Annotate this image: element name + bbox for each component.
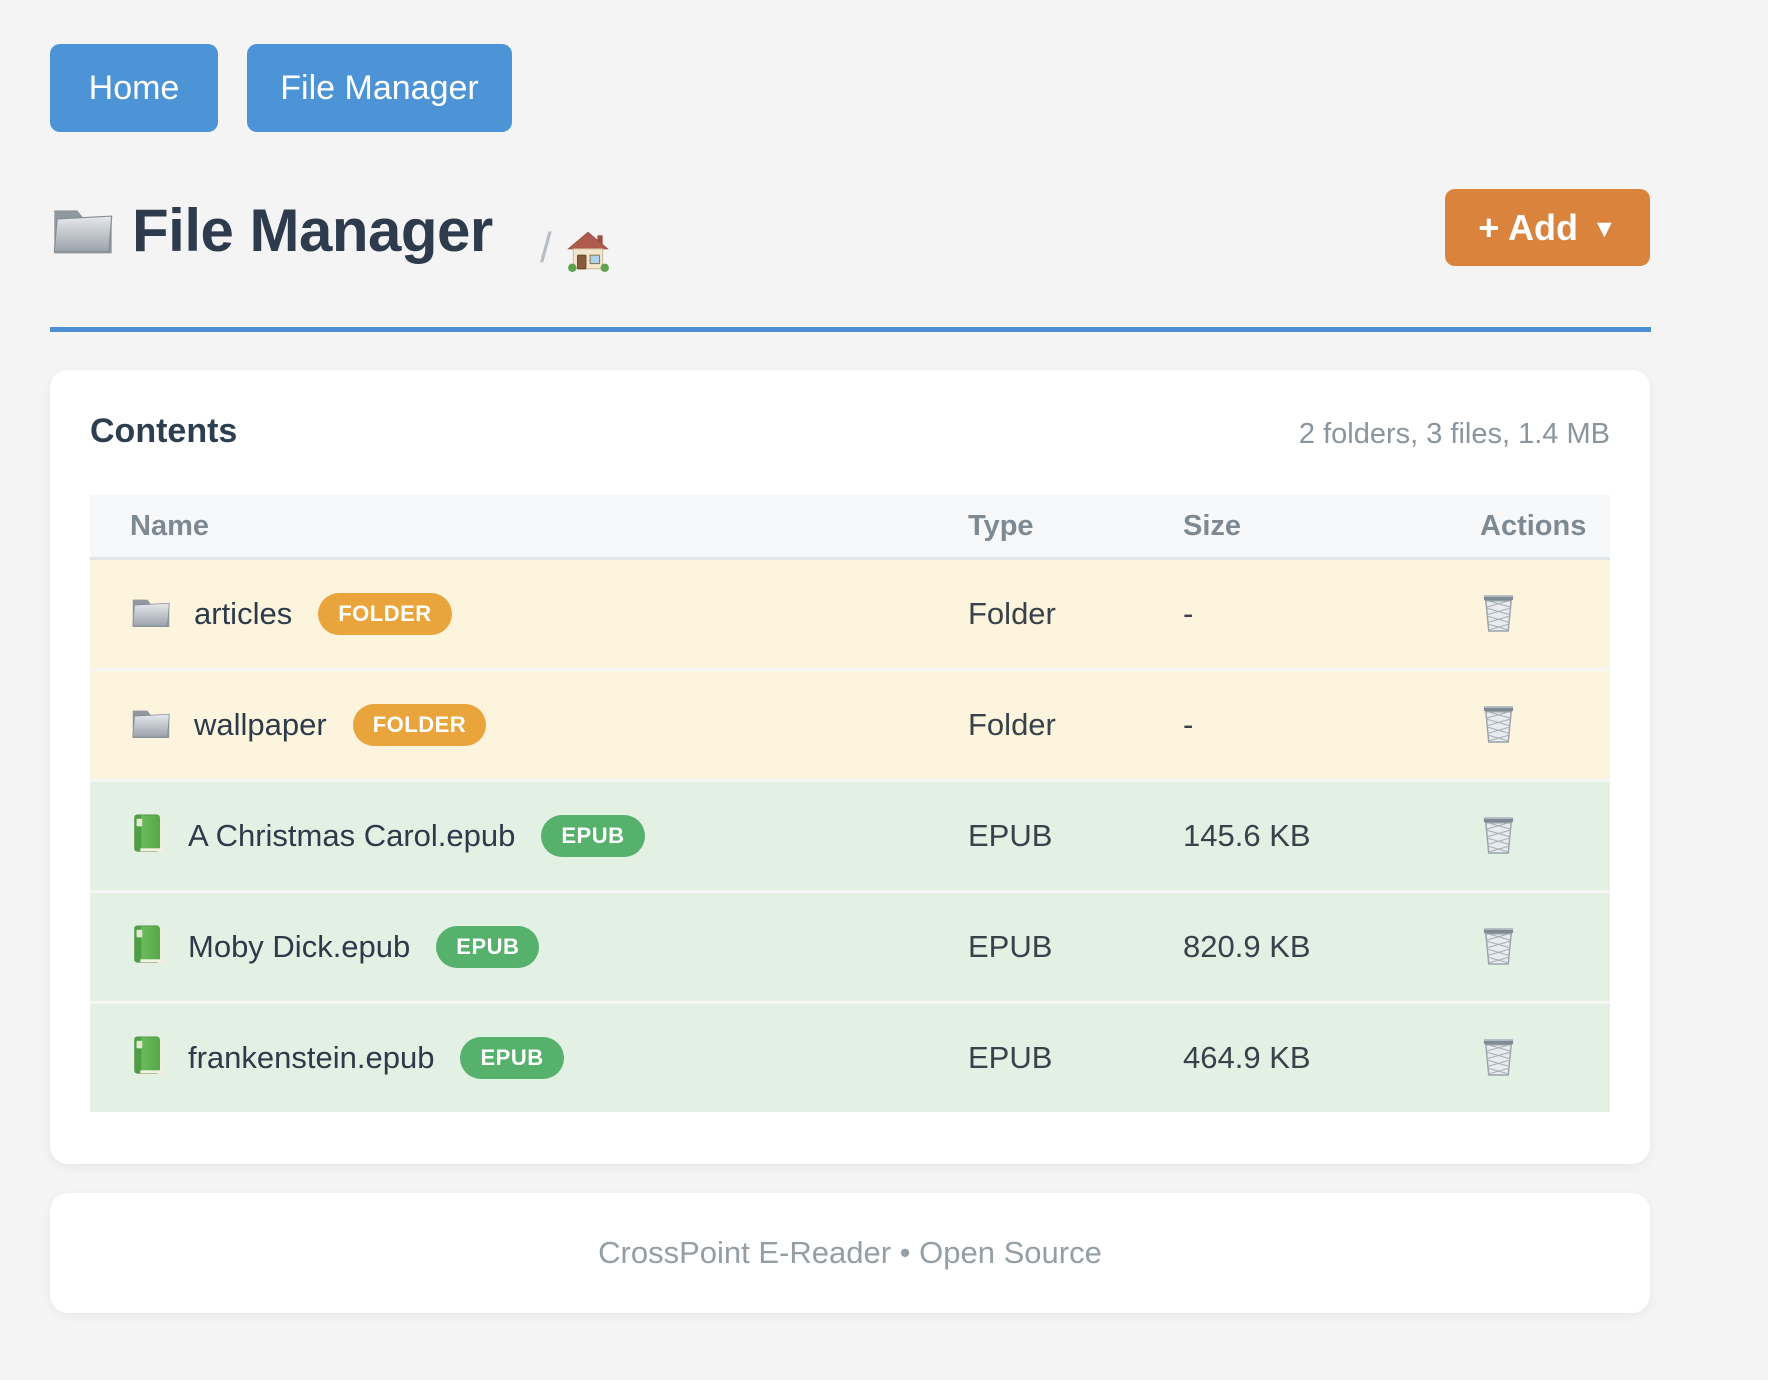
file-name-link[interactable]: frankenstein.epub bbox=[188, 1040, 435, 1075]
trash-icon bbox=[1480, 705, 1517, 747]
size-cell: 464.9 KB bbox=[1183, 1040, 1311, 1075]
size-cell: - bbox=[1183, 596, 1194, 631]
delete-button[interactable] bbox=[1480, 592, 1517, 636]
table-row: A Christmas Carol.epub EPUB EPUB 145.6 K… bbox=[90, 779, 1610, 890]
green-book-icon bbox=[130, 1035, 166, 1082]
table-row: wallpaper FOLDER Folder - bbox=[90, 668, 1610, 779]
type-cell: EPUB bbox=[968, 1040, 1053, 1075]
panel-title: Contents bbox=[90, 412, 238, 450]
size-cell: - bbox=[1183, 707, 1194, 742]
trash-icon bbox=[1480, 927, 1517, 969]
title-underline bbox=[50, 327, 1651, 332]
type-badge: EPUB bbox=[541, 815, 645, 857]
home-icon[interactable] bbox=[566, 230, 610, 275]
column-header-actions: Actions bbox=[1480, 509, 1587, 542]
table-row: frankenstein.epub EPUB EPUB 464.9 KB bbox=[90, 1001, 1610, 1112]
contents-summary: 2 folders, 3 files, 1.4 MB bbox=[1298, 418, 1610, 450]
page-title: File Manager bbox=[132, 197, 493, 264]
type-cell: Folder bbox=[968, 596, 1056, 631]
add-button[interactable]: + Add ▼ bbox=[1445, 189, 1650, 266]
type-badge: EPUB bbox=[460, 1037, 564, 1079]
green-book-icon bbox=[130, 924, 166, 971]
type-badge: FOLDER bbox=[318, 593, 452, 635]
column-header-size: Size bbox=[1183, 509, 1242, 542]
folder-icon bbox=[130, 704, 172, 746]
file-name-link[interactable]: A Christmas Carol.epub bbox=[188, 818, 516, 853]
type-cell: EPUB bbox=[968, 818, 1053, 853]
trash-icon bbox=[1480, 1038, 1517, 1080]
add-button-label: + Add bbox=[1478, 206, 1578, 248]
column-header-type: Type bbox=[968, 509, 1034, 542]
size-cell: 820.9 KB bbox=[1183, 929, 1311, 964]
contents-card: Contents 2 folders, 3 files, 1.4 MB Name… bbox=[50, 370, 1650, 1164]
trash-icon bbox=[1480, 816, 1517, 858]
footer-card: CrossPoint E-Reader • Open Source bbox=[50, 1193, 1650, 1313]
breadcrumb-separator: / bbox=[540, 224, 552, 271]
size-cell: 145.6 KB bbox=[1183, 818, 1311, 853]
folder-icon bbox=[130, 593, 172, 635]
type-cell: EPUB bbox=[968, 929, 1053, 964]
delete-button[interactable] bbox=[1480, 814, 1517, 858]
table-row: articles FOLDER Folder - bbox=[90, 560, 1610, 668]
nav-file-manager-button[interactable]: File Manager bbox=[247, 44, 512, 132]
table-header-row: Name Type Size Actions bbox=[90, 495, 1610, 560]
type-badge: EPUB bbox=[436, 926, 540, 968]
table-row: Moby Dick.epub EPUB EPUB 820.9 KB bbox=[90, 890, 1610, 1001]
file-name-link[interactable]: wallpaper bbox=[194, 707, 327, 742]
trash-icon bbox=[1480, 594, 1517, 636]
chevron-down-icon: ▼ bbox=[1591, 215, 1617, 243]
type-badge: FOLDER bbox=[352, 704, 487, 746]
file-name-link[interactable]: articles bbox=[194, 596, 293, 631]
delete-button[interactable] bbox=[1480, 1036, 1517, 1080]
column-header-name: Name bbox=[130, 509, 209, 542]
file-table: Name Type Size Actions bbox=[90, 495, 1610, 1112]
green-book-icon bbox=[130, 813, 166, 860]
nav-home-button[interactable]: Home bbox=[50, 44, 218, 132]
table-body: articles FOLDER Folder - bbox=[90, 560, 1610, 1112]
file-name-link[interactable]: Moby Dick.epub bbox=[188, 929, 411, 964]
folder-icon bbox=[50, 200, 116, 263]
delete-button[interactable] bbox=[1480, 703, 1517, 747]
footer-text: CrossPoint E-Reader • Open Source bbox=[598, 1235, 1102, 1270]
delete-button[interactable] bbox=[1480, 925, 1517, 969]
type-cell: Folder bbox=[968, 707, 1056, 742]
